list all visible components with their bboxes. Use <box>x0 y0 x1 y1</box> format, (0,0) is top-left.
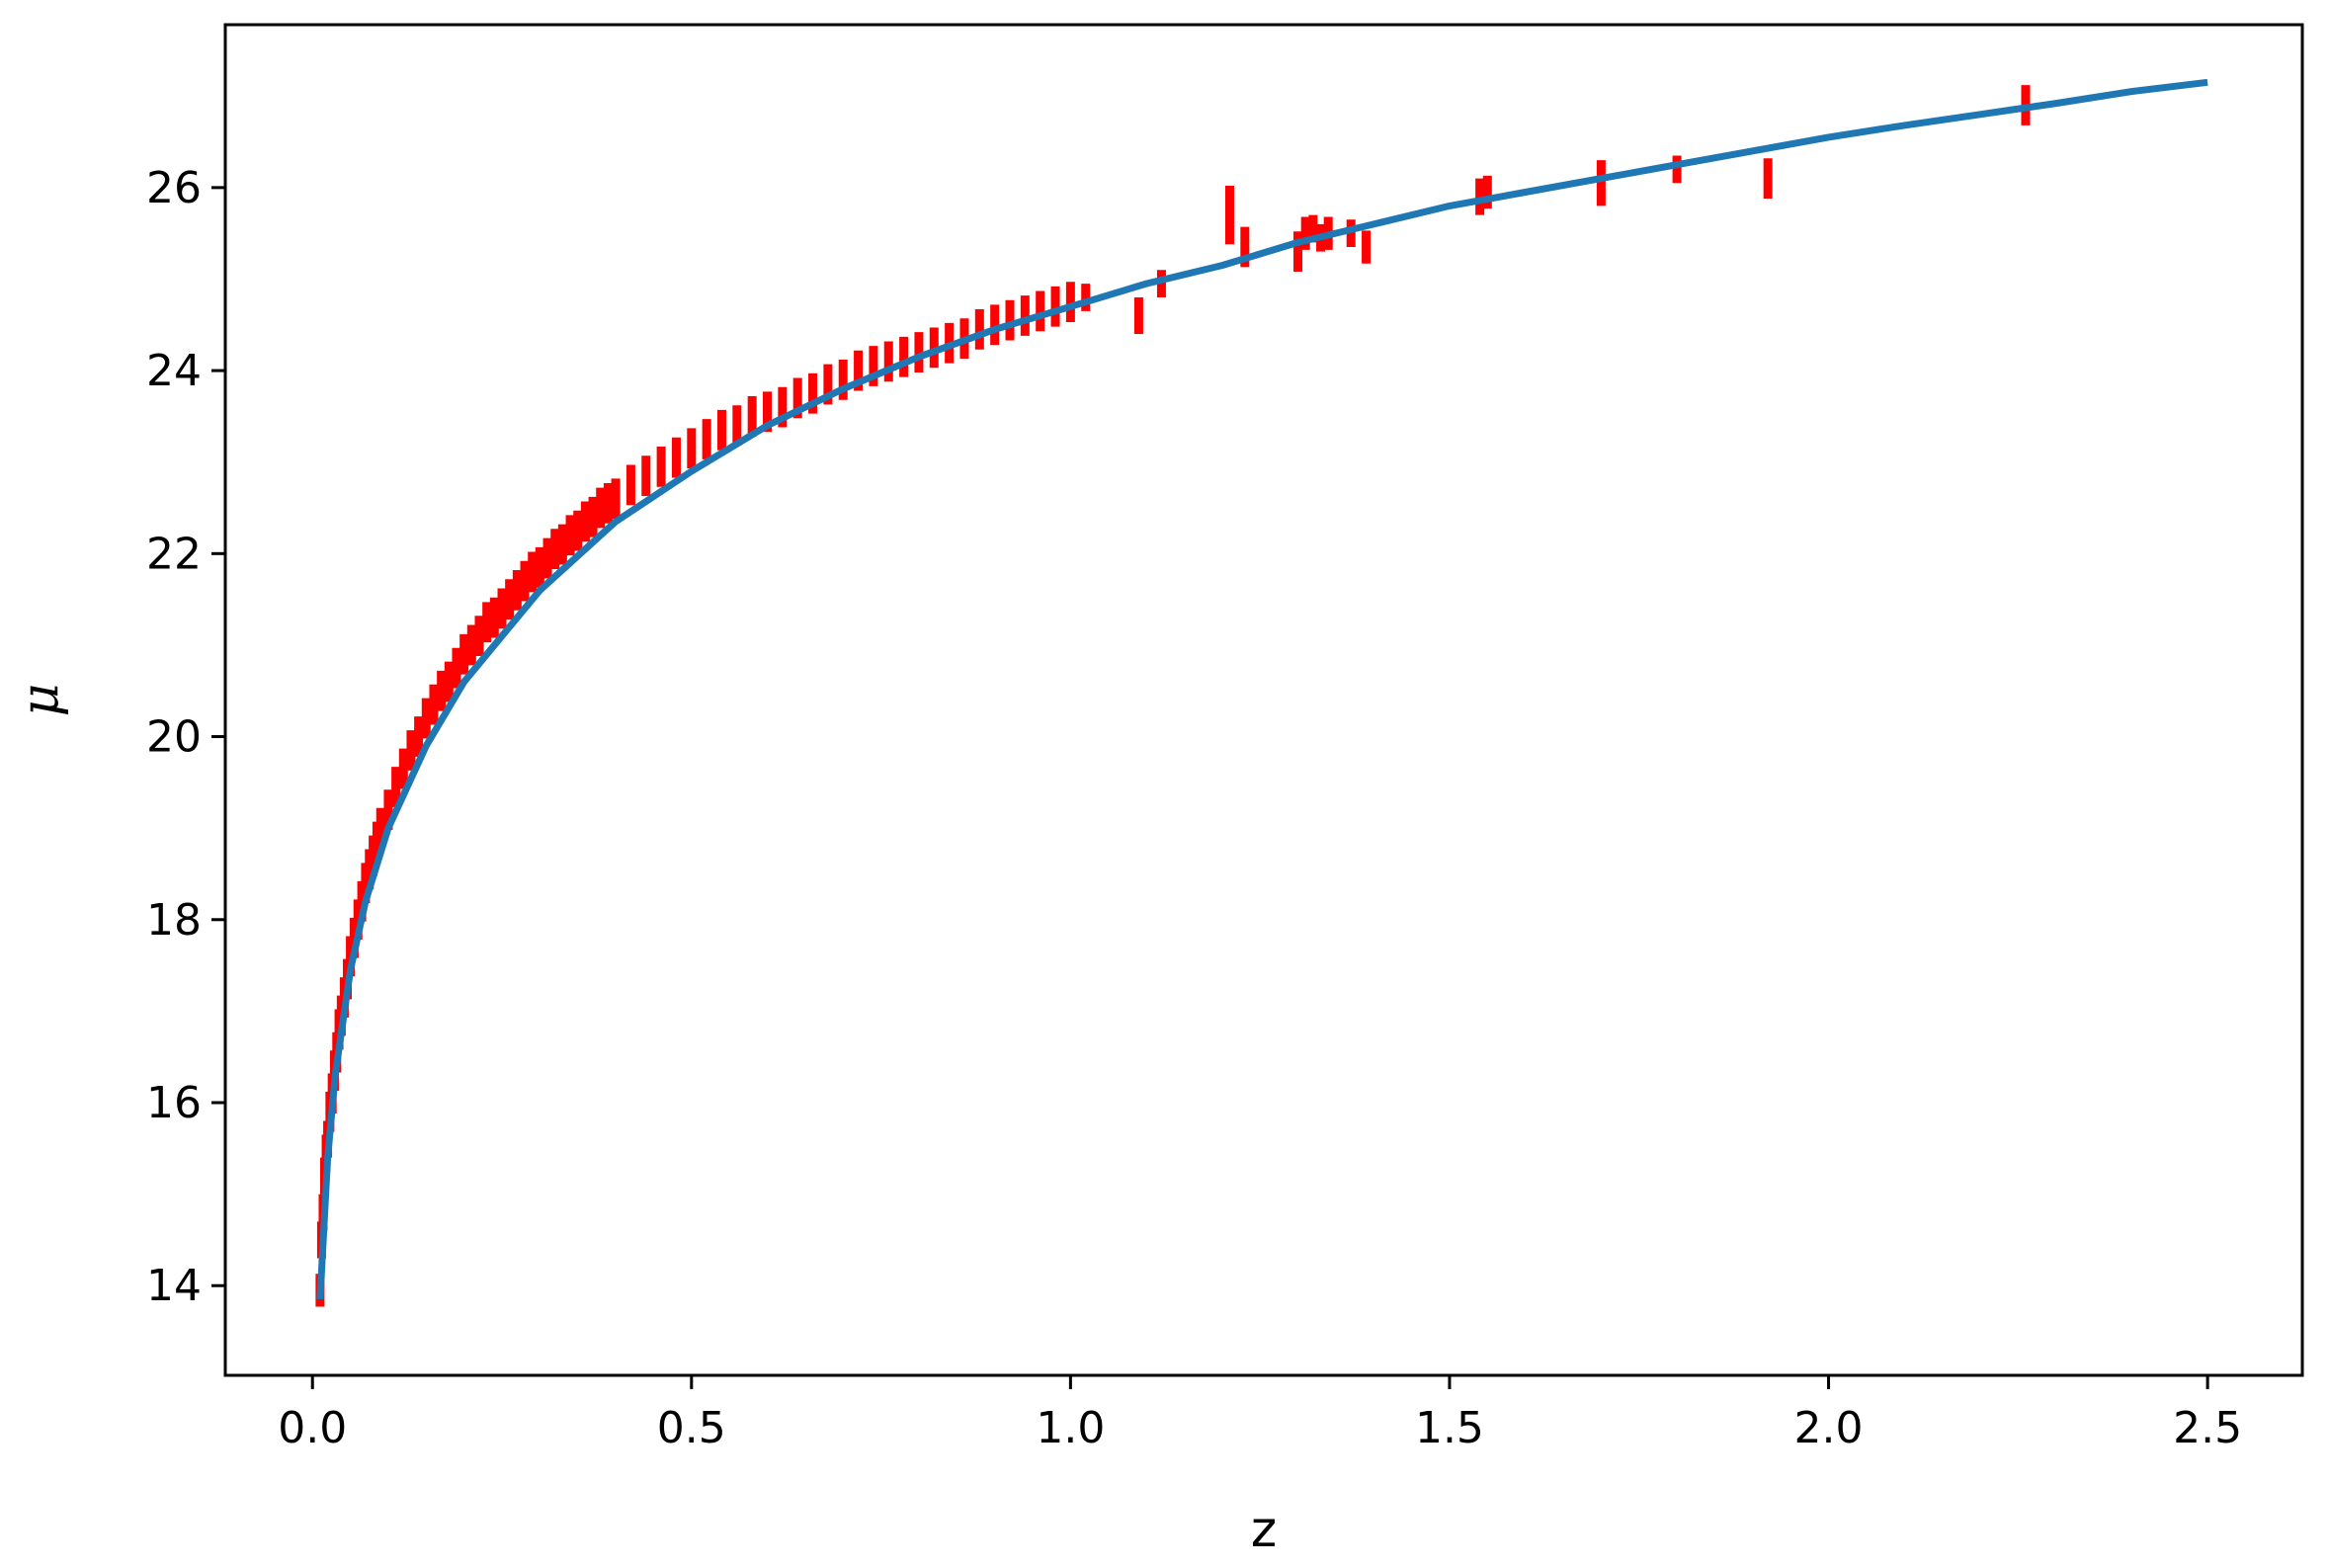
x-tick-label: 2.5 <box>2173 1403 2242 1453</box>
x-tick-label: 0.5 <box>657 1403 726 1453</box>
y-tick-label: 18 <box>146 895 202 946</box>
model-series-line <box>316 78 2208 1300</box>
x-axis-label: z <box>1251 1501 1277 1558</box>
x-tick-label: 2.0 <box>1794 1403 1864 1453</box>
model-line <box>316 78 2208 1300</box>
y-tick-label: 22 <box>146 529 202 579</box>
y-tick-label: 16 <box>146 1078 202 1128</box>
x-tick-label: 0.0 <box>278 1403 347 1453</box>
x-axis-ticks: 0.0 0.5 1.0 1.5 2.0 2.5 <box>278 1375 2242 1453</box>
axes-frame <box>223 23 2304 1377</box>
y-axis-label: μ <box>11 684 70 717</box>
x-tick-label: 1.0 <box>1036 1403 1105 1453</box>
y-tick-label: 14 <box>146 1261 202 1311</box>
x-tick-label: 1.5 <box>1415 1403 1484 1453</box>
y-axis-ticks: 14 16 18 20 22 24 26 <box>146 163 225 1311</box>
y-tick-label: 24 <box>146 346 202 396</box>
y-tick-label: 26 <box>146 163 202 213</box>
y-tick-label: 20 <box>146 712 202 763</box>
